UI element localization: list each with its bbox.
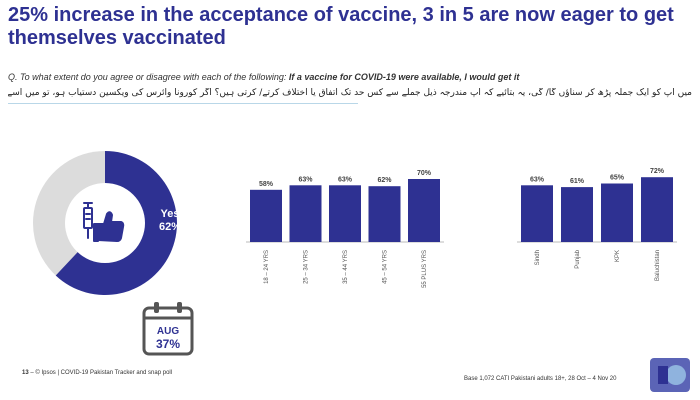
footer-base: Base 1,072 CATI Pakistani adults 18+, 28… xyxy=(464,376,617,382)
bar-category-label: Sindh xyxy=(535,250,541,265)
bar-value-label: 62% xyxy=(377,177,392,184)
page-number: 13 xyxy=(22,370,29,376)
bar-value-label: 61% xyxy=(570,178,585,185)
bar-category-label: Punjab xyxy=(575,249,581,268)
question-statement: If a vaccine for COVID-19 were available… xyxy=(288,72,520,82)
ipsos-logo-icon xyxy=(650,358,690,392)
bar-value-label: 63% xyxy=(338,176,353,183)
bar-category-label: 25 – 34 YRS xyxy=(304,250,310,284)
footer-source: 13 – © Ipsos | COVID-19 Pakistan Tracker… xyxy=(22,370,172,376)
bar xyxy=(561,187,593,242)
bar-value-label: 63% xyxy=(530,176,545,183)
bar-category-label: 45 – 54 YRS xyxy=(383,250,389,284)
bar-category-label: KPK xyxy=(615,250,621,262)
question-text: Q. To what extent do you agree or disagr… xyxy=(8,72,688,82)
bar xyxy=(250,189,282,242)
donut-yes-label: Yes 62% xyxy=(150,208,190,234)
bar-value-label: 72% xyxy=(650,168,665,175)
previous-month: AUG xyxy=(156,326,180,337)
donut-yes-value: 62% xyxy=(158,221,182,233)
bar xyxy=(521,185,553,242)
bar-category-label: Baluchistan xyxy=(655,250,661,281)
bar xyxy=(601,183,633,242)
footer-source-text: – © Ipsos | COVID-19 Pakistan Tracker an… xyxy=(28,370,173,376)
bar xyxy=(368,186,401,242)
donut-yes-text: Yes xyxy=(160,208,180,220)
previous-value: 37% xyxy=(155,337,181,351)
vaccine-thumbs-up-icon xyxy=(83,202,125,242)
bar xyxy=(289,185,322,242)
page-title: 25% increase in the acceptance of vaccin… xyxy=(8,4,674,49)
bar-value-label: 58% xyxy=(259,181,274,188)
bar-category-label: 35 – 44 YRS xyxy=(343,250,349,284)
bar-value-label: 65% xyxy=(610,175,625,182)
acceptance-donut-chart xyxy=(33,151,177,295)
calendar-icon xyxy=(142,302,194,356)
bar-category-label: 55 PLUS YRS xyxy=(422,250,428,288)
bar xyxy=(329,185,361,242)
bar-value-label: 70% xyxy=(417,170,432,177)
divider xyxy=(8,103,358,104)
bar-category-label: 18 – 24 YRS xyxy=(264,250,270,284)
bar xyxy=(408,179,440,242)
bar-value-label: 63% xyxy=(298,176,313,183)
question-urdu: میں آپ کو ایک جملہ پڑھ کر سناؤں گا/ گی، … xyxy=(8,88,692,98)
question-prefix: Q. To what extent do you agree or disagr… xyxy=(8,72,289,82)
bar xyxy=(641,177,673,242)
